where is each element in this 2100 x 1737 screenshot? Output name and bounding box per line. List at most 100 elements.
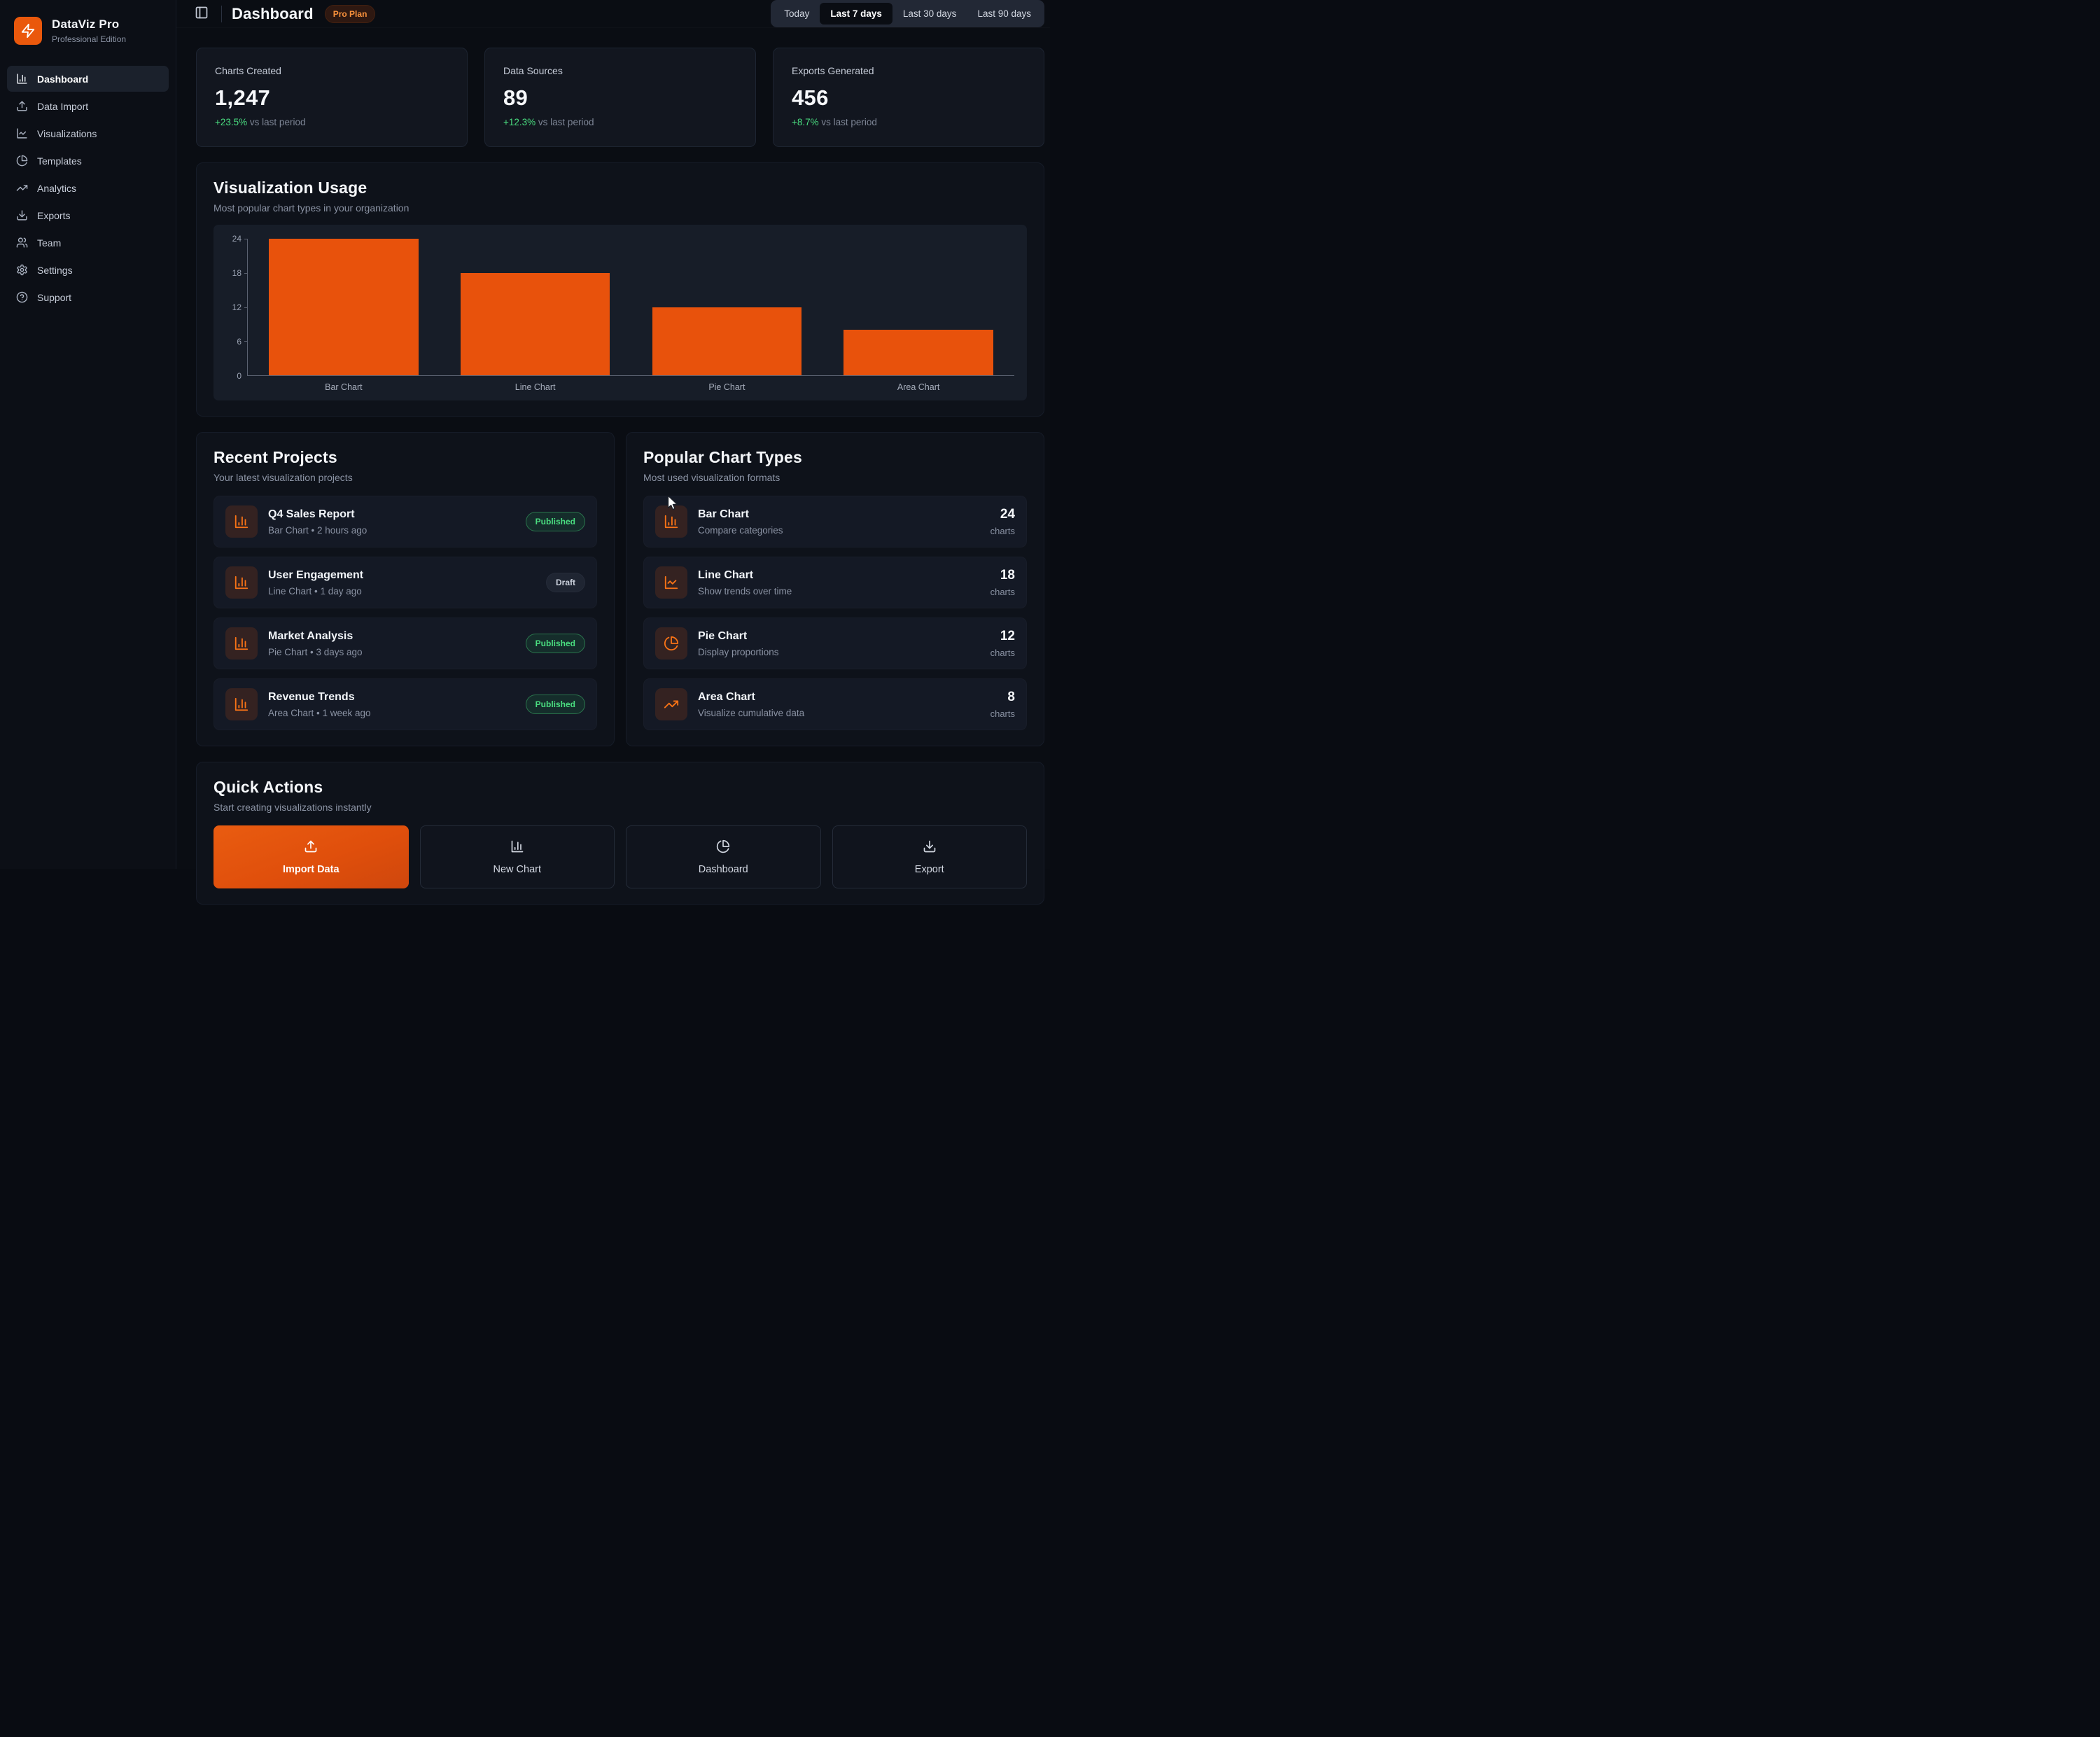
sidebar-item-label: Visualizations [37, 127, 97, 139]
project-row-revenue-trends[interactable]: Revenue Trends Area Chart • 1 week ago P… [214, 678, 597, 730]
section-title: Visualization Usage [214, 179, 368, 197]
project-row-user-engagement[interactable]: User Engagement Line Chart • 1 day ago D… [214, 557, 597, 608]
project-meta: Bar Chart • 2 hours ago [268, 524, 368, 536]
y-tick-label: 0 [237, 371, 241, 381]
panel-left-icon [195, 6, 209, 22]
import-data-button[interactable]: Import Data [214, 825, 409, 888]
bar-chart-icon [225, 688, 258, 720]
sidebar-item-team[interactable]: Team [7, 230, 169, 256]
bar-line-chart[interactable] [460, 272, 610, 375]
chart-count: 12 [1000, 629, 1015, 643]
bar-chart-icon [225, 627, 258, 660]
delta-percent: +12.3% [503, 117, 536, 127]
project-row-q4-sales-report[interactable]: Q4 Sales Report Bar Chart • 2 hours ago … [214, 496, 597, 547]
action-label: Import Data [282, 863, 340, 875]
bar-chart-icon [510, 839, 524, 856]
line-chart-icon [655, 566, 687, 599]
download-icon [923, 839, 937, 856]
sidebar-item-support[interactable]: Support [7, 284, 169, 310]
chart-type-row-pie-chart[interactable]: Pie Chart Display proportions 12 charts [643, 618, 1027, 669]
plot-area [244, 239, 1014, 376]
sidebar-item-data-import[interactable]: Data Import [7, 93, 169, 119]
export-button[interactable]: Export [832, 825, 1027, 888]
chart-type-row-line-chart[interactable]: Line Chart Show trends over time 18 char… [643, 557, 1027, 608]
chart-type-row-area-chart[interactable]: Area Chart Visualize cumulative data 8 c… [643, 678, 1027, 730]
chart-type-name: Bar Chart [698, 508, 749, 520]
status-badge: Published [525, 634, 585, 653]
chart-count-unit: charts [990, 709, 1015, 719]
range-today-button[interactable]: Today [774, 3, 820, 25]
sidebar-item-dashboard[interactable]: Dashboard [7, 66, 169, 92]
y-tick-label: 18 [232, 268, 241, 278]
stat-card-charts-created: Charts Created 1,247 +23.5% vs last peri… [196, 48, 468, 147]
section-subtitle: Most popular chart types in your organiz… [214, 202, 410, 214]
stat-value: 89 [503, 85, 528, 110]
section-subtitle: Most used visualization formats [643, 472, 780, 483]
status-badge: Published [525, 695, 585, 714]
download-icon [16, 209, 28, 221]
section-subtitle: Start creating visualizations instantly [214, 802, 372, 813]
chart-count: 24 [1000, 507, 1015, 522]
bar-area-chart[interactable] [844, 330, 993, 375]
bar-chart-icon [225, 505, 258, 538]
sidebar-item-label: Team [37, 237, 62, 249]
sidebar-item-templates[interactable]: Templates [7, 148, 169, 174]
x-tick-label: Bar Chart [325, 382, 363, 392]
delta-percent: +8.7% [792, 117, 819, 127]
content: Charts Created 1,247 +23.5% vs last peri… [176, 28, 1050, 905]
sidebar-item-label: Templates [37, 155, 82, 167]
quick-actions-section: Quick Actions Start creating visualizati… [196, 762, 1044, 905]
stat-delta: +12.3% vs last period [503, 117, 737, 127]
y-tick-label: 6 [237, 337, 241, 347]
section-title: Popular Chart Types [643, 448, 803, 466]
sidebar-item-exports[interactable]: Exports [7, 202, 169, 228]
stat-label: Exports Generated [792, 65, 874, 76]
range-90days-button[interactable]: Last 90 days [967, 3, 1042, 25]
chart-count-unit: charts [990, 648, 1015, 658]
app-name: DataViz Pro [52, 18, 120, 31]
section-title: Quick Actions [214, 778, 323, 796]
bar-chart-icon [16, 73, 28, 85]
bar-chart-icon [655, 505, 687, 538]
project-meta: Area Chart • 1 week ago [268, 707, 371, 718]
y-tick-label: 24 [232, 234, 241, 244]
bar-bar-chart[interactable] [269, 239, 419, 375]
x-tick-label: Pie Chart [708, 382, 746, 392]
chart-type-name: Area Chart [698, 690, 755, 703]
y-axis: 24 18 12 6 0 [223, 234, 247, 381]
help-circle-icon [16, 291, 28, 303]
pie-chart-icon [655, 627, 687, 660]
bar-pie-chart[interactable] [652, 307, 802, 375]
chart-count: 8 [1007, 690, 1015, 704]
sidebar-item-analytics[interactable]: Analytics [7, 175, 169, 201]
line-chart-icon [16, 127, 28, 139]
chart-type-desc: Visualize cumulative data [698, 707, 805, 718]
chart-type-row-bar-chart[interactable]: Bar Chart Compare categories 24 charts [643, 496, 1027, 547]
x-tick-label: Area Chart [897, 382, 940, 392]
delta-percent: +23.5% [215, 117, 248, 127]
trending-up-icon [655, 688, 687, 720]
sidebar-item-visualizations[interactable]: Visualizations [7, 120, 169, 146]
range-7days-button[interactable]: Last 7 days [820, 3, 892, 25]
stat-delta: +8.7% vs last period [792, 117, 1026, 127]
project-list: Q4 Sales Report Bar Chart • 2 hours ago … [214, 496, 597, 730]
chart-type-desc: Display proportions [698, 646, 779, 657]
app-logo-zap-icon [14, 17, 42, 45]
x-axis-labels: Bar Chart Line Chart Pie Chart Area Char… [248, 382, 1014, 392]
main-area: Dashboard Pro Plan Today Last 7 days Las… [176, 0, 1050, 905]
sidebar: DataViz Pro Professional Edition Dashboa… [0, 0, 176, 869]
upload-icon [304, 839, 318, 856]
sidebar-toggle-button[interactable] [192, 3, 211, 25]
sidebar-item-label: Support [37, 291, 72, 303]
popular-chart-types-section: Popular Chart Types Most used visualizat… [626, 432, 1044, 746]
project-row-market-analysis[interactable]: Market Analysis Pie Chart • 3 days ago P… [214, 618, 597, 669]
section-title: Recent Projects [214, 448, 337, 466]
new-chart-button[interactable]: New Chart [419, 825, 615, 888]
sidebar-item-label: Settings [37, 264, 73, 276]
chart-count: 18 [1000, 568, 1015, 583]
sidebar-item-settings[interactable]: Settings [7, 257, 169, 283]
quick-actions-row: Import Data New Chart Dashboard Export [214, 825, 1027, 888]
bar-chart-icon [225, 566, 258, 599]
range-30days-button[interactable]: Last 30 days [892, 3, 967, 25]
dashboard-button[interactable]: Dashboard [626, 825, 821, 888]
